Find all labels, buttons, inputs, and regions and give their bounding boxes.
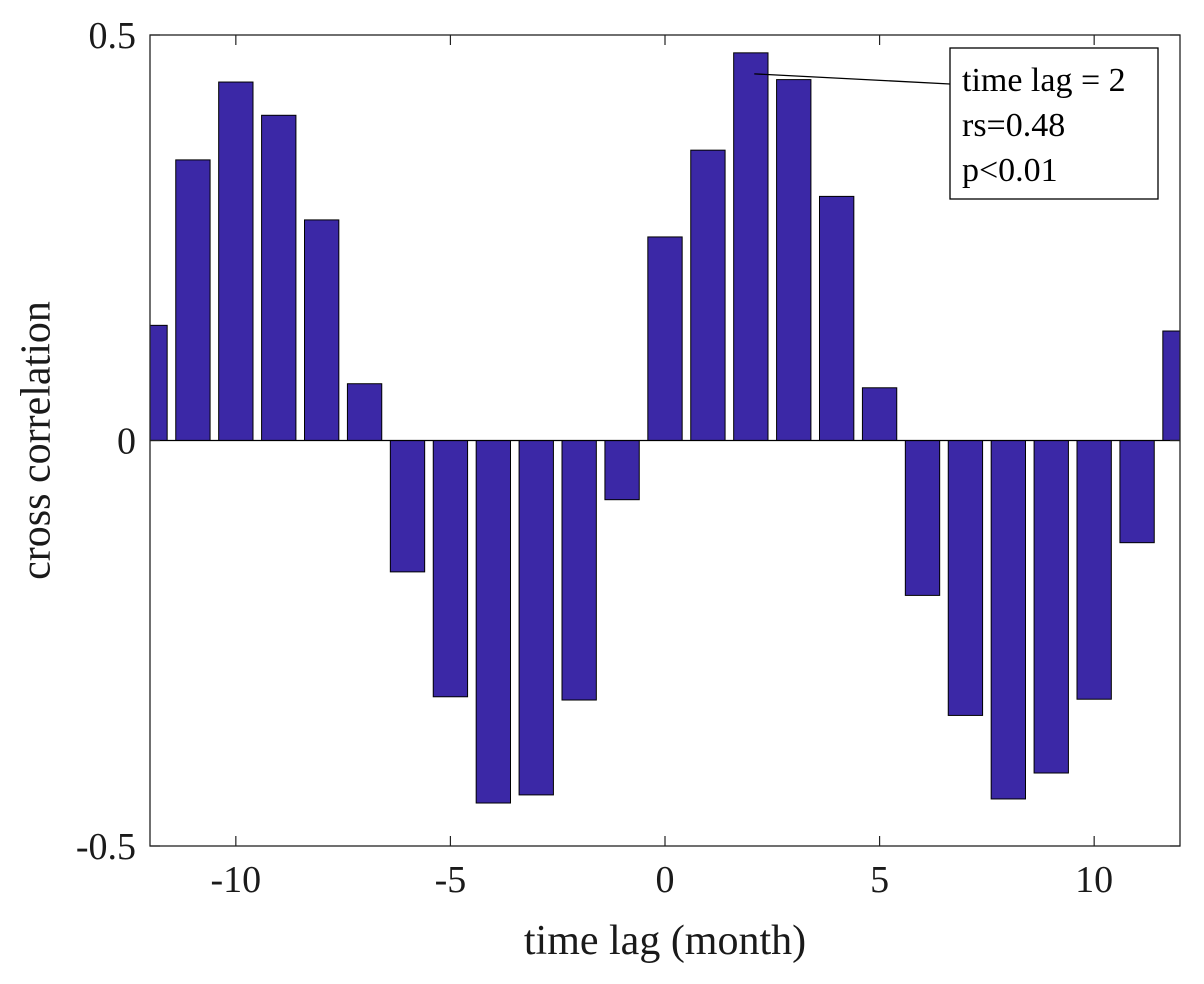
bar-lag-3 xyxy=(776,79,812,441)
annotation-box: time lag = 2 rs=0.48 p<0.01 xyxy=(949,47,1159,200)
bar-lag-5 xyxy=(861,387,898,442)
x-tick-label: 0 xyxy=(656,859,675,901)
bar-lag-11 xyxy=(1119,440,1155,544)
bar-lag--6 xyxy=(389,440,426,573)
x-tick-label: -5 xyxy=(435,859,467,901)
x-tick-label: 5 xyxy=(870,859,889,901)
bar-lag-1 xyxy=(690,149,726,442)
y-tick-label: -0.5 xyxy=(76,826,136,868)
bar-lag--12 xyxy=(150,324,168,442)
y-axis-title: cross correlation xyxy=(14,301,60,580)
bar-lag-0 xyxy=(647,236,683,441)
x-tick-label: 10 xyxy=(1075,859,1113,901)
axis-ticks xyxy=(150,34,1180,847)
y-tick-label: 0 xyxy=(117,421,136,463)
bar-lag--2 xyxy=(561,440,597,701)
bar-lag--10 xyxy=(218,81,254,442)
x-tick-label: -10 xyxy=(211,859,262,901)
bar-lag--7 xyxy=(346,383,383,442)
bar-lag-6 xyxy=(904,440,941,596)
bar-lag-8 xyxy=(990,440,1027,800)
bar-lag-12 xyxy=(1162,330,1180,442)
axis-tick-labels: -10 -5 0 5 10 -0.5 0 0.5 xyxy=(76,15,1113,901)
bar-lag-10 xyxy=(1076,440,1112,700)
bar-series xyxy=(150,52,1180,804)
x-axis-title: time lag (month) xyxy=(524,918,806,964)
bar-lag-4 xyxy=(819,195,855,441)
annotation-rs: rs=0.48 xyxy=(962,107,1065,144)
annotation-p-value: p<0.01 xyxy=(962,152,1058,189)
bar-lag--1 xyxy=(604,440,640,501)
bar-lag-7 xyxy=(947,440,984,716)
annotation-time-lag: time lag = 2 xyxy=(962,62,1126,99)
bar-lag--3 xyxy=(518,440,554,796)
bar-lag--8 xyxy=(304,219,340,441)
bar-lag--9 xyxy=(261,114,297,441)
annotation-leader-line xyxy=(754,73,951,85)
bar-lag--11 xyxy=(175,159,211,441)
y-tick-label: 0.5 xyxy=(89,15,137,57)
bar-lag--5 xyxy=(432,440,469,698)
bar-lag-2 xyxy=(733,52,769,441)
bar-lag-9 xyxy=(1033,440,1069,774)
bar-lag--4 xyxy=(475,440,511,804)
annotation-box-border xyxy=(949,47,1159,200)
